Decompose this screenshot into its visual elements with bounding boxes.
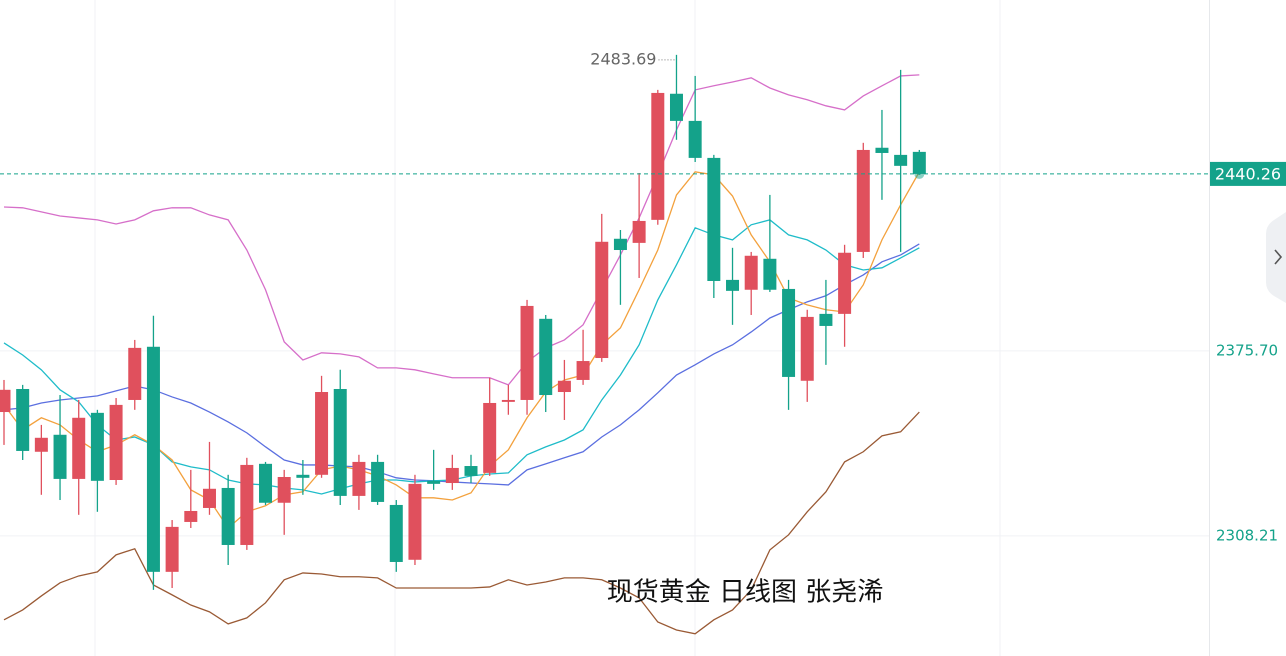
candle-body bbox=[333, 388, 347, 496]
overlay-line bbox=[3, 171, 920, 529]
candle-body bbox=[819, 313, 833, 326]
candle-body bbox=[445, 467, 459, 484]
candle-body bbox=[651, 92, 665, 220]
candle-body bbox=[16, 388, 30, 451]
candle-body bbox=[800, 316, 814, 381]
candle-body bbox=[371, 461, 385, 502]
toggle-tab[interactable] bbox=[1266, 212, 1286, 303]
candle-body bbox=[0, 389, 11, 413]
overlay-line bbox=[3, 74, 920, 386]
candle-body bbox=[669, 93, 683, 121]
candle-body bbox=[128, 347, 142, 400]
candle-body bbox=[707, 157, 721, 281]
candle-body bbox=[483, 402, 497, 473]
candle-body bbox=[315, 392, 329, 475]
toggle-arrow[interactable] bbox=[1274, 249, 1283, 265]
candle-body bbox=[726, 279, 740, 291]
high-label: 2483.69 bbox=[590, 49, 656, 68]
candle-body bbox=[352, 461, 366, 496]
candle-body bbox=[184, 510, 198, 522]
side-toggle[interactable] bbox=[1266, 212, 1286, 303]
candle-body bbox=[34, 437, 48, 452]
plot: 2483.69 bbox=[0, 49, 1209, 635]
overlay-line bbox=[3, 411, 920, 635]
last-price-tag bbox=[1210, 161, 1286, 186]
candle-body bbox=[744, 255, 758, 290]
candle-body bbox=[221, 487, 235, 545]
candle-body bbox=[763, 258, 777, 290]
candle-body bbox=[408, 483, 422, 560]
candle-body bbox=[613, 238, 627, 251]
y-tick-label: 2308.21 bbox=[1216, 526, 1278, 544]
last-price-label: 2440.26 bbox=[1215, 164, 1281, 183]
candle-body bbox=[782, 288, 796, 377]
candle-body bbox=[165, 526, 179, 572]
overlay-line bbox=[3, 219, 920, 495]
overlay-line bbox=[3, 243, 920, 486]
candle-body bbox=[427, 480, 441, 484]
candle-body bbox=[632, 220, 646, 243]
y-tick-label: 2375.70 bbox=[1216, 341, 1278, 359]
candle-body bbox=[53, 434, 67, 479]
candle-body bbox=[240, 464, 254, 545]
candle-body bbox=[838, 252, 852, 314]
last-price-dot bbox=[914, 168, 925, 179]
candle-body bbox=[109, 404, 123, 481]
candle-body bbox=[557, 380, 571, 393]
candle-body bbox=[90, 412, 104, 481]
candle-body bbox=[912, 151, 926, 174]
candle-body bbox=[576, 361, 590, 380]
candle-body bbox=[296, 474, 310, 478]
candle-body bbox=[688, 120, 702, 158]
candle-body bbox=[501, 399, 515, 402]
candle-body bbox=[277, 476, 291, 503]
candle-body bbox=[894, 154, 908, 166]
candle-body bbox=[389, 504, 403, 562]
candle-body bbox=[520, 305, 534, 400]
candle-body bbox=[539, 318, 553, 396]
candle-body bbox=[72, 417, 86, 479]
candle-body bbox=[595, 241, 609, 359]
candle-body bbox=[146, 346, 160, 572]
chart-title: 现货黄金 日线图 张尧浠 bbox=[607, 578, 884, 608]
candle-body bbox=[202, 488, 216, 508]
candle-body bbox=[875, 147, 889, 153]
candle-body bbox=[464, 466, 478, 476]
candle-body bbox=[856, 149, 870, 252]
candle-body bbox=[259, 463, 273, 503]
